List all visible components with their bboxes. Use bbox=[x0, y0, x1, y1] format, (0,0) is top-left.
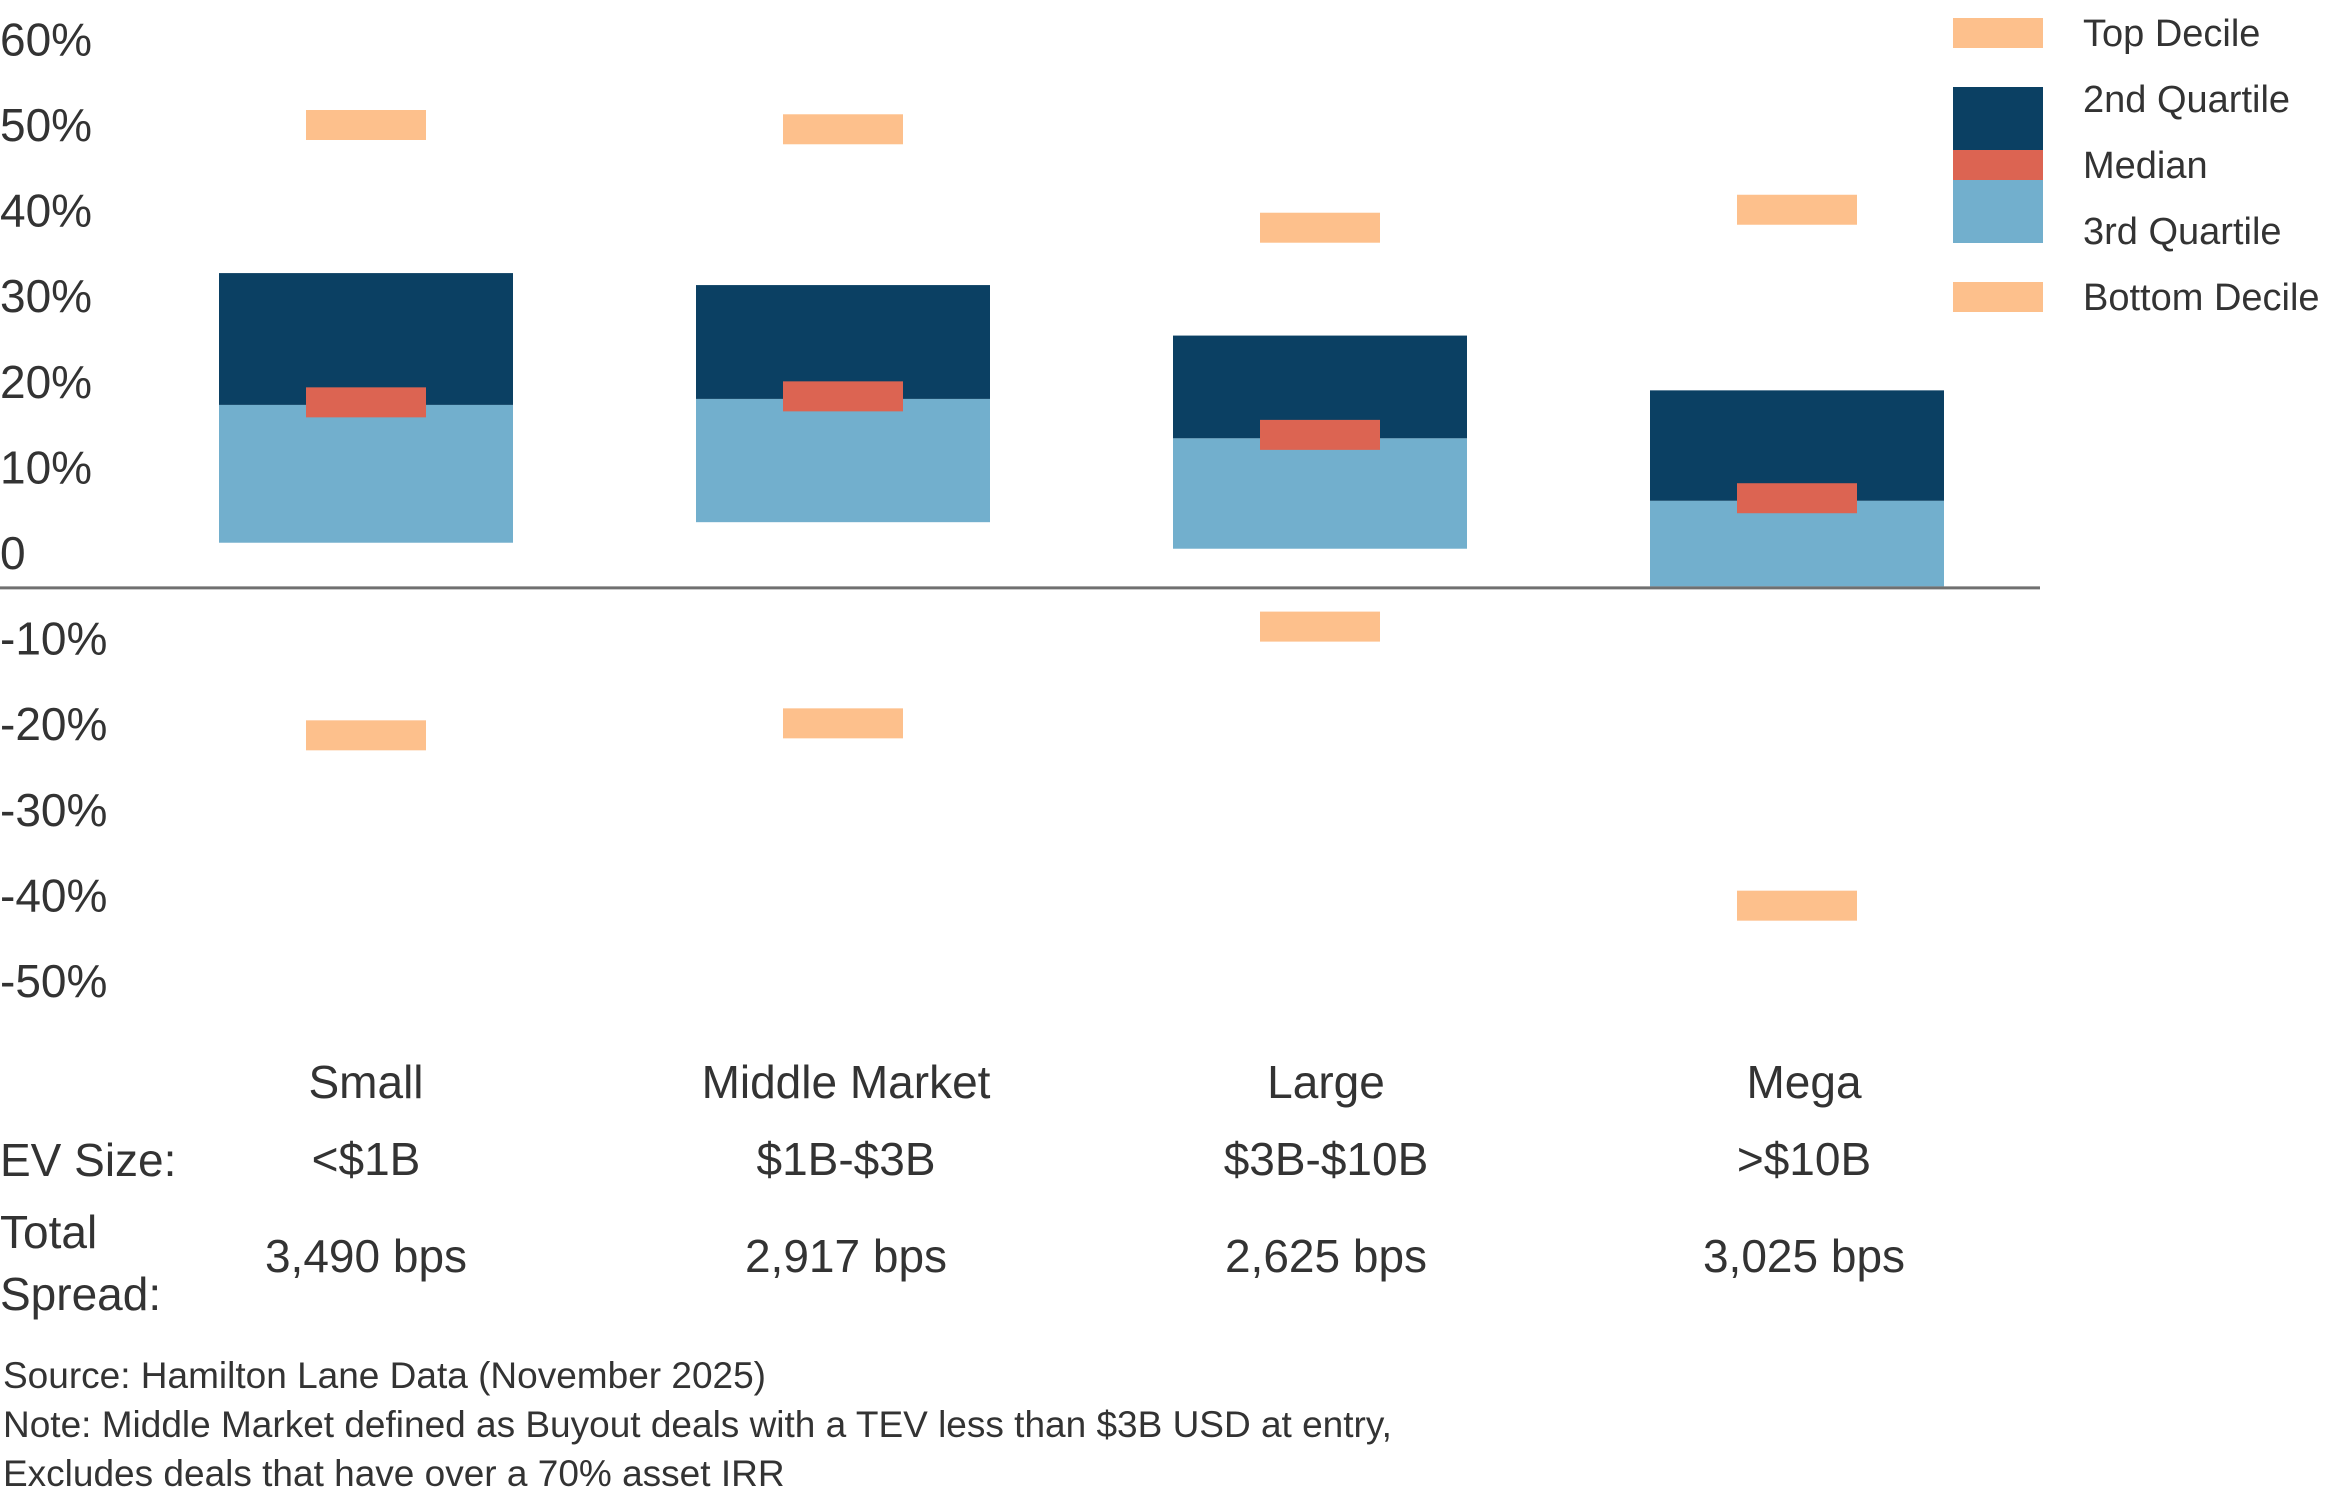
total-spread-label-line2: Spread: bbox=[0, 1268, 162, 1320]
2nd-quartile-bar bbox=[696, 285, 990, 399]
y-tick-label: 50% bbox=[0, 99, 92, 151]
bottom-decile-marker bbox=[1737, 890, 1857, 921]
category-label: Middle Market bbox=[701, 1056, 991, 1108]
bottom-decile-marker bbox=[1260, 611, 1380, 642]
legend-label: Median bbox=[2083, 145, 2208, 187]
ev-size-label: EV Size: bbox=[0, 1134, 177, 1186]
top-decile-marker bbox=[1260, 212, 1380, 243]
legend-swatch bbox=[1953, 18, 2043, 48]
legend-label: Top Decile bbox=[2083, 13, 2260, 55]
3rd-quartile-bar bbox=[219, 404, 513, 543]
bottom-decile-marker bbox=[306, 720, 426, 751]
ev-size-value: $3B-$10B bbox=[1223, 1133, 1429, 1185]
category-group bbox=[1650, 194, 1944, 921]
3rd-quartile-bar bbox=[696, 398, 990, 523]
legend-swatch bbox=[1953, 87, 2043, 150]
y-tick-label: 20% bbox=[0, 356, 92, 408]
legend: Top Decile 2nd Quartile Median 3rd Quartile… bbox=[1953, 13, 2320, 319]
bottom-decile-marker bbox=[783, 708, 903, 739]
median-marker bbox=[306, 387, 426, 418]
legend-label: 2nd Quartile bbox=[2083, 79, 2290, 121]
y-tick-label: -20% bbox=[0, 698, 107, 750]
category-label: Small bbox=[308, 1056, 424, 1108]
y-tick-label: 40% bbox=[0, 185, 92, 237]
category-label: Mega bbox=[1746, 1056, 1862, 1108]
category-group bbox=[219, 110, 513, 751]
exclusion-note: Excludes deals that have over a 70% asse… bbox=[3, 1453, 785, 1494]
y-tick-label: 10% bbox=[0, 441, 92, 493]
total-spread-value: 3,490 bps bbox=[264, 1230, 468, 1282]
y-tick-label: -40% bbox=[0, 869, 107, 921]
total-spread-value: 2,917 bps bbox=[744, 1230, 948, 1282]
3rd-quartile-bar bbox=[1650, 500, 1944, 587]
y-tick-label: 30% bbox=[0, 270, 92, 322]
ev-size-value: <$1B bbox=[311, 1133, 421, 1185]
legend-label: Bottom Decile bbox=[2083, 277, 2320, 319]
top-decile-marker bbox=[783, 114, 903, 145]
2nd-quartile-bar bbox=[219, 273, 513, 405]
y-tick-label: -50% bbox=[0, 955, 107, 1007]
source-note: Source: Hamilton Lane Data (November 202… bbox=[3, 1355, 766, 1396]
y-tick-label: -30% bbox=[0, 784, 107, 836]
total-spread-value: 2,625 bps bbox=[1224, 1230, 1428, 1282]
ev-size-value: $1B-$3B bbox=[756, 1133, 936, 1185]
total-spread-label-line1: Total bbox=[0, 1206, 98, 1258]
box-chart: 60%50%40%30%20%10%0-10%-20%-30%-40%-50% … bbox=[0, 13, 2320, 1007]
y-tick-label: 60% bbox=[0, 13, 92, 65]
2nd-quartile-bar bbox=[1650, 390, 1944, 501]
ev-size-value: >$10B bbox=[1736, 1133, 1872, 1185]
median-marker bbox=[783, 381, 903, 412]
3rd-quartile-bar bbox=[1173, 438, 1467, 549]
y-axis: 60% 50% 40% 30% 20% 10% 0 -10% -20% -30% -40% -50% bbox=[0, 13, 107, 1007]
legend-label: 3rd Quartile bbox=[2083, 211, 2282, 253]
definition-note: Note: Middle Market defined as Buyout de… bbox=[3, 1404, 1392, 1445]
category-group bbox=[696, 114, 990, 739]
legend-swatch bbox=[1953, 180, 2043, 243]
top-decile-marker bbox=[1737, 194, 1857, 225]
median-marker bbox=[1737, 483, 1857, 514]
y-tick-label: -10% bbox=[0, 613, 107, 665]
legend-swatch bbox=[1953, 150, 2043, 180]
total-spread-value: 3,025 bps bbox=[1702, 1230, 1906, 1282]
y-tick-label: 0 bbox=[0, 527, 26, 579]
chart-marks bbox=[219, 110, 1944, 921]
median-marker bbox=[1260, 419, 1380, 450]
category-group bbox=[1173, 212, 1467, 642]
legend-swatch bbox=[1953, 282, 2043, 312]
category-label: Large bbox=[1267, 1056, 1385, 1108]
top-decile-marker bbox=[306, 110, 426, 140]
